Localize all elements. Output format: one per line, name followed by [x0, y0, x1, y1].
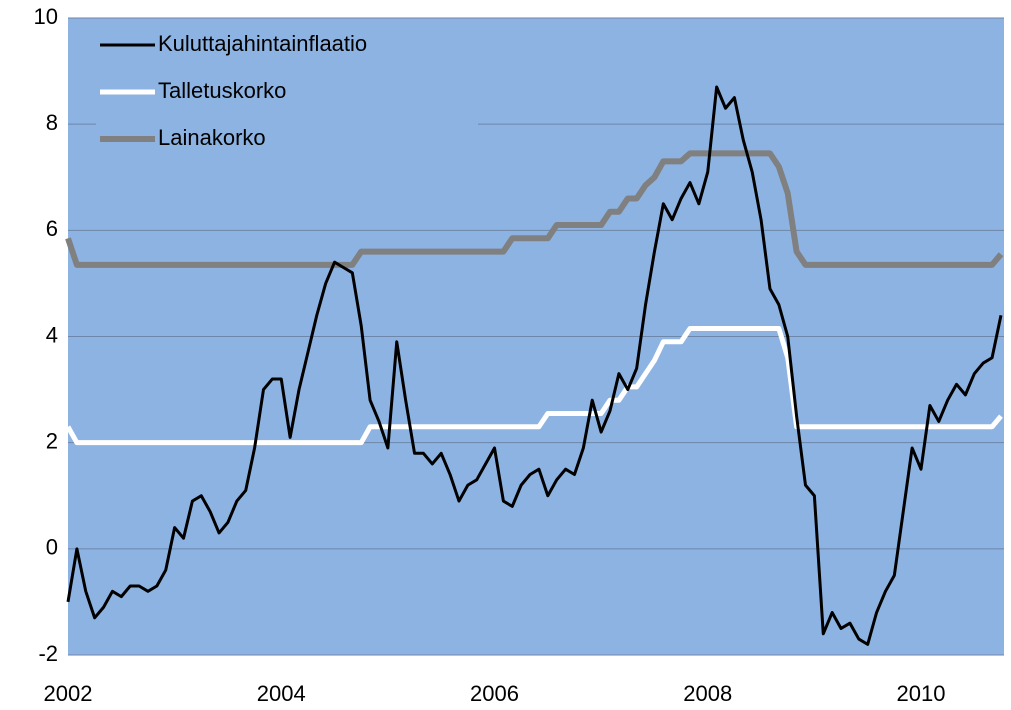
series-line	[66, 85, 1003, 646]
x-tick-label: 2008	[683, 681, 732, 706]
y-tick-label: 4	[46, 322, 58, 347]
y-tick-label: 0	[46, 535, 58, 560]
legend-label: Lainakorko	[158, 125, 266, 150]
x-tick-label: 2006	[470, 681, 519, 706]
y-tick-label: 10	[34, 4, 58, 29]
x-tick-label: 2004	[257, 681, 306, 706]
series-line	[65, 326, 1003, 446]
y-tick-label: 6	[46, 216, 58, 241]
x-tick-label: 2010	[897, 681, 946, 706]
y-tick-label: 8	[46, 110, 58, 135]
series-line	[65, 150, 1004, 268]
legend-label: Talletuskorko	[158, 78, 286, 103]
x-tick-label: 2002	[44, 681, 93, 706]
y-tick-label: 2	[46, 428, 58, 453]
legend-label: Kuluttajahintainflaatio	[158, 31, 367, 56]
legend-box	[96, 24, 478, 152]
y-tick-label: -2	[38, 641, 58, 666]
